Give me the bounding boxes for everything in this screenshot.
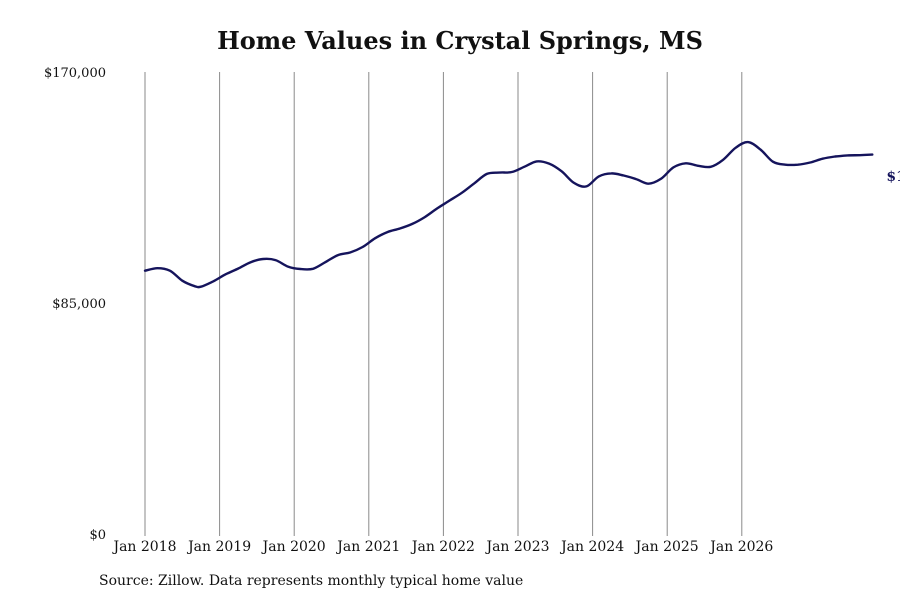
x-tick-label: Jan 2020: [261, 539, 326, 555]
y-tick-label: $170,000: [44, 66, 106, 81]
end-value-label: $129,636: [886, 169, 900, 185]
y-tick-label: $85,000: [52, 297, 106, 312]
y-tick-label: $0: [89, 528, 106, 543]
x-tick-label: Jan 2023: [484, 539, 549, 555]
series-layer: [143, 140, 874, 289]
x-tick-label: Jan 2026: [708, 539, 773, 555]
x-tick-label: Jan 2018: [111, 539, 176, 555]
series-line-0: [143, 140, 874, 289]
x-tick-label: Jan 2019: [186, 539, 251, 555]
x-axis-ticks: Jan 2018 Jan 2019 Jan 2020 Jan 2021 Jan 2022…: [111, 539, 773, 555]
y-axis-ticks: $0 $85,000 $170,000: [44, 66, 106, 543]
x-tick-label: Jan 2021: [335, 539, 400, 555]
vertical-gridlines: [144, 72, 743, 536]
x-tick-label: Jan 2022: [410, 539, 475, 555]
x-tick-label: Jan 2025: [634, 539, 699, 555]
chart-title: Home Values in Crystal Springs, MS: [217, 26, 703, 55]
source-note: Source: Zillow. Data represents monthly …: [99, 573, 524, 589]
x-tick-label: Jan 2024: [559, 539, 624, 555]
end-label-layer: $129,636: [886, 169, 900, 185]
